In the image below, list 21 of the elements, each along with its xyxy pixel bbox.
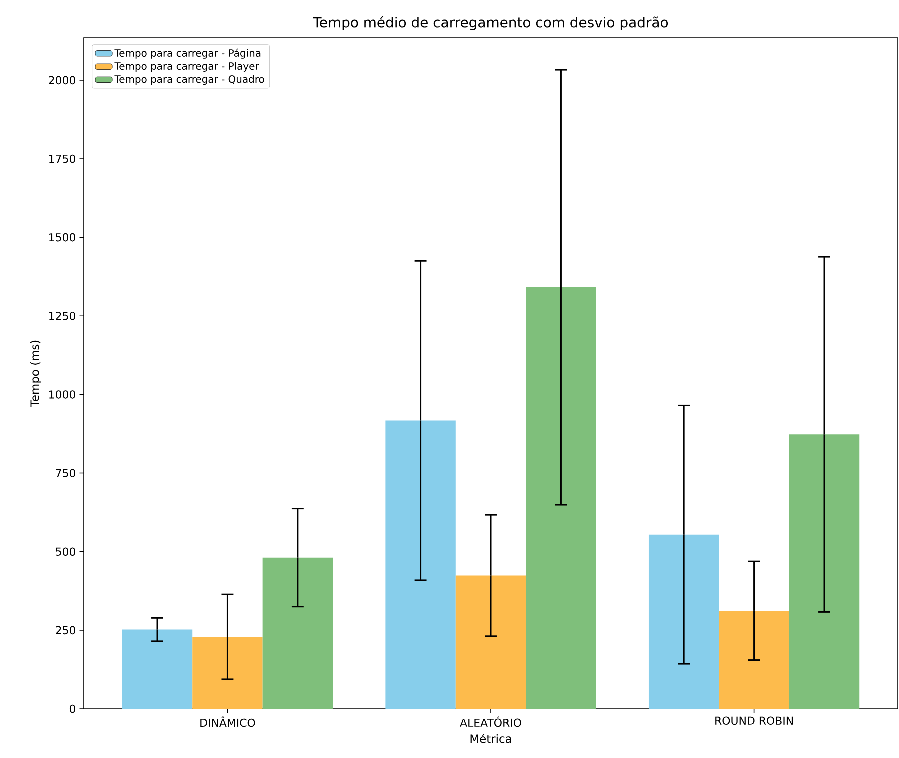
legend-label: Tempo para carregar - Página — [114, 48, 261, 59]
y-tick-label: 2000 — [49, 76, 76, 85]
y-tick-label: 750 — [56, 469, 76, 478]
chart-title: Tempo médio de carregamento com desvio padrão — [313, 16, 668, 30]
bar — [122, 630, 193, 709]
y-tick-label: 1000 — [50, 390, 76, 399]
y-tick-label: 1500 — [50, 233, 76, 242]
y-tick-label: 1250 — [50, 312, 76, 320]
y-tick-label: 0 — [70, 704, 76, 714]
bar — [456, 576, 526, 709]
bar — [262, 558, 334, 709]
x-tick-label: ROUND ROBIN — [716, 716, 793, 726]
legend-label: Tempo para carregar - Player — [114, 62, 260, 72]
y-tick-label: 1750 — [50, 154, 76, 164]
x-tick-label: ALEATÓRIO — [460, 716, 522, 728]
legend-label: Tempo para carregar - Quadro — [114, 75, 264, 86]
x-tick-label: DINÂMICO — [200, 716, 256, 728]
y-tick-label: 500 — [56, 548, 76, 556]
y-axis-title: Tempo (ms) — [30, 340, 42, 408]
x-axis-title: Métrica — [470, 734, 512, 744]
y-tick-label: 250 — [56, 626, 76, 635]
